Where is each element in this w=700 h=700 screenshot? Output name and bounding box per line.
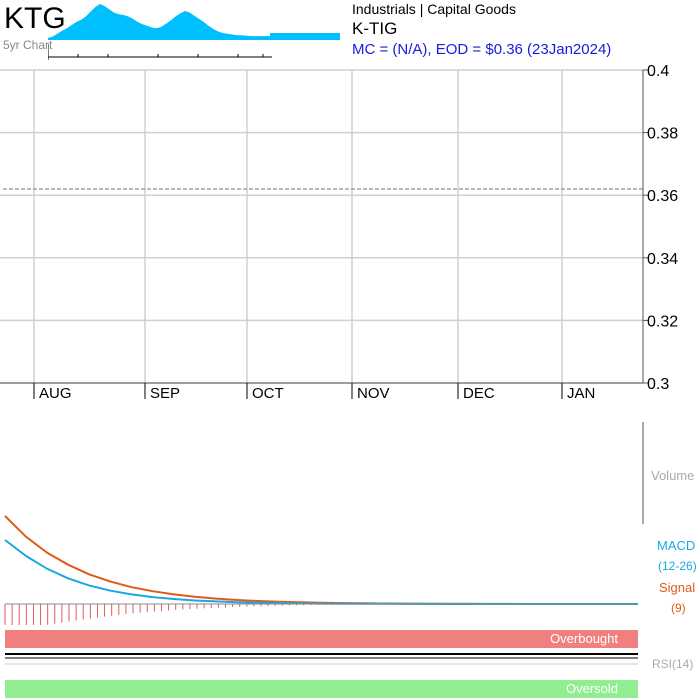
macd-chart xyxy=(4,515,638,625)
volume-panel xyxy=(642,422,644,524)
price-xtick-label: OCT xyxy=(252,385,284,402)
market-cap-eod: MC = (N/A), EOD = $0.36 (23Jan2024) xyxy=(352,41,612,58)
price-ytick-label: 0.38 xyxy=(647,126,678,143)
macd-line xyxy=(4,539,638,605)
price-xtick-label: NOV xyxy=(357,385,390,402)
rsi-chart xyxy=(5,653,638,665)
five-year-mini-chart xyxy=(48,4,340,60)
macd-label: MACD xyxy=(657,538,696,553)
price-ytick-label: 0.3 xyxy=(647,376,669,393)
ticker-symbol: KTG xyxy=(4,2,66,35)
signal-line xyxy=(4,515,638,605)
macd-params: (12-26) xyxy=(658,559,697,573)
price-ytick-label: 0.32 xyxy=(647,313,678,330)
oversold-band: Oversold xyxy=(5,680,638,698)
price-ytick-label: 0.36 xyxy=(647,188,678,205)
overbought-label: Overbought xyxy=(550,631,618,646)
signal-label: Signal xyxy=(659,580,696,595)
mini-chart-recent-block xyxy=(270,33,340,40)
price-xtick-label: AUG xyxy=(39,385,72,402)
price-ytick-label: 0.34 xyxy=(647,251,678,268)
volume-label: Volume xyxy=(651,468,695,483)
sector-label: Industrials | Capital Goods xyxy=(352,1,516,17)
price-xtick-label: JAN xyxy=(567,385,595,402)
price-xtick-label: SEP xyxy=(150,385,180,402)
price-chart: 0.4 0.38 0.36 0.34 0.32 0.3 AUG SEP OCT NOV DEC JAN xyxy=(0,63,678,402)
overbought-band: Overbought xyxy=(5,630,638,648)
price-ytick-label: 0.4 xyxy=(647,63,669,80)
five-year-chart-label: 5yr Chart xyxy=(3,38,53,52)
company-name: K-TIG xyxy=(352,19,398,38)
rsi-label: RSI(14) xyxy=(652,657,694,671)
oversold-label: Oversold xyxy=(565,681,618,696)
mini-chart-area xyxy=(48,4,270,40)
price-xtick-label: DEC xyxy=(463,385,495,402)
signal-params: (9) xyxy=(671,601,686,615)
